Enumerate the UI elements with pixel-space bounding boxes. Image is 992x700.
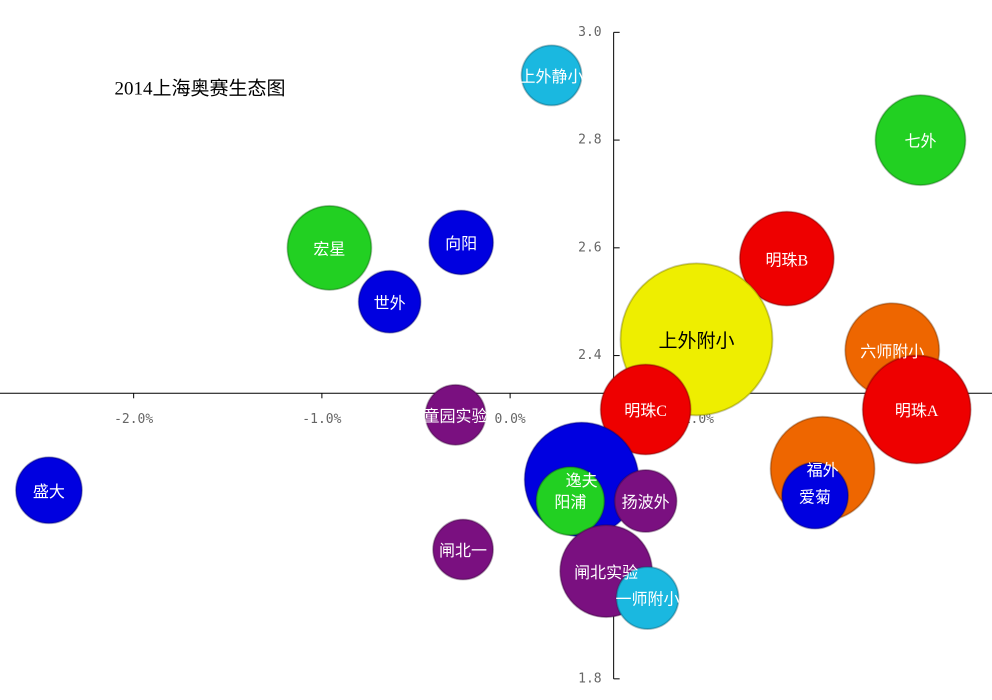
- bubble-shade: [535, 466, 606, 537]
- bubble: [286, 205, 372, 291]
- bubble: [614, 469, 678, 533]
- bubble-shade: [781, 461, 850, 530]
- bubble-label: 宏星: [313, 241, 345, 259]
- bubble: [781, 462, 849, 530]
- bubble-shade: [286, 204, 373, 291]
- bubble-label: 逸夫: [566, 472, 598, 490]
- y-tick-label: 2.6: [578, 240, 601, 255]
- x-tick-label: -1.0%: [302, 412, 341, 427]
- bubble-shade: [424, 383, 487, 446]
- bubble: [15, 456, 83, 524]
- bubble: [616, 566, 680, 630]
- bubble-label: 世外: [374, 294, 406, 312]
- bubble: [428, 209, 494, 275]
- x-tick-label: 0.0%: [494, 412, 525, 427]
- bubble: [521, 44, 583, 106]
- bubble-label: 一师附小: [616, 591, 680, 609]
- bubble: [535, 466, 605, 536]
- bubble-label: 爱菊: [799, 488, 831, 506]
- bubble-label: 童园实验: [424, 407, 488, 426]
- bubble-shade: [357, 269, 422, 334]
- bubble-label: 明珠A: [895, 402, 939, 420]
- y-tick-label: 2.8: [578, 133, 601, 148]
- bubble-shade: [619, 262, 774, 417]
- bubble: [862, 354, 972, 464]
- chart-title: 2014上海奥赛生态图: [114, 77, 285, 99]
- bubble: [432, 519, 494, 581]
- bubble-shade: [738, 210, 835, 307]
- bubble: [358, 270, 422, 334]
- bubble: [874, 94, 966, 186]
- bubble-label: 向阳: [445, 235, 477, 253]
- bubble: [739, 211, 835, 307]
- bubble-label: 阳浦: [554, 494, 586, 512]
- bubble-label: 七外: [904, 133, 936, 151]
- bubble-shade: [599, 363, 692, 456]
- bubble-label: 上外附小: [658, 330, 734, 352]
- bubble-shade: [874, 94, 967, 187]
- bubble-shade: [428, 209, 495, 276]
- bubble: [600, 363, 692, 455]
- bubble-shade: [14, 456, 83, 525]
- bubble: [425, 384, 487, 446]
- bubble-shade: [613, 469, 678, 534]
- bubble-label: 上外静小: [520, 68, 584, 86]
- bubble-label: 闸北一: [439, 542, 487, 560]
- bubble-shade: [520, 44, 583, 107]
- bubble-label: 明珠B: [765, 251, 808, 269]
- bubble-label: 明珠C: [624, 402, 667, 420]
- bubble-label: 闸北实验: [574, 564, 638, 582]
- bubble-shade: [432, 518, 495, 581]
- y-tick-label: 1.8: [578, 671, 601, 686]
- x-tick-label: 1.0%: [683, 412, 714, 427]
- y-tick-label: 3.0: [578, 25, 601, 40]
- bubble-label: 六师附小: [860, 343, 924, 361]
- y-tick-label: 2.4: [578, 348, 602, 363]
- bubble-label: 扬波外: [622, 494, 670, 512]
- bubble-shade: [615, 566, 680, 631]
- bubble-label: 盛大: [33, 483, 65, 501]
- bubble-shade: [861, 354, 972, 465]
- bubble-label: 福外: [807, 461, 839, 479]
- x-tick-label: -2.0%: [114, 412, 153, 427]
